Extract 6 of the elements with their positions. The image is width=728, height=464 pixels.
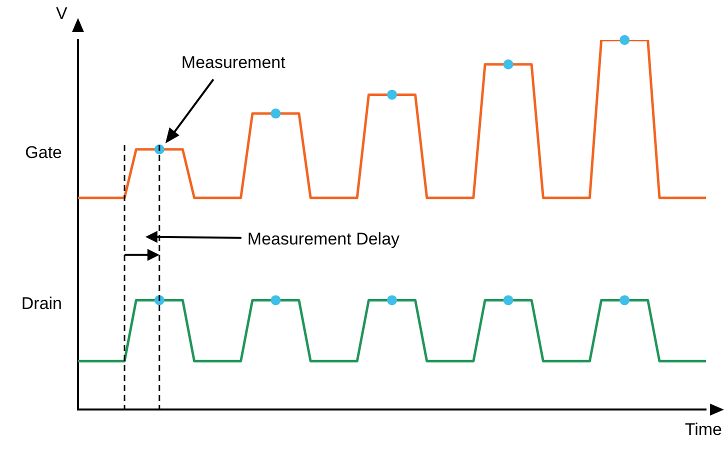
text: Gate [25,143,62,162]
text: Drain [21,294,62,313]
annotation: Measurement Delay [247,230,400,249]
y-axis-title: V [56,4,68,24]
annotation: Measurement [181,53,286,72]
x-axis-title: Time [684,420,722,439]
